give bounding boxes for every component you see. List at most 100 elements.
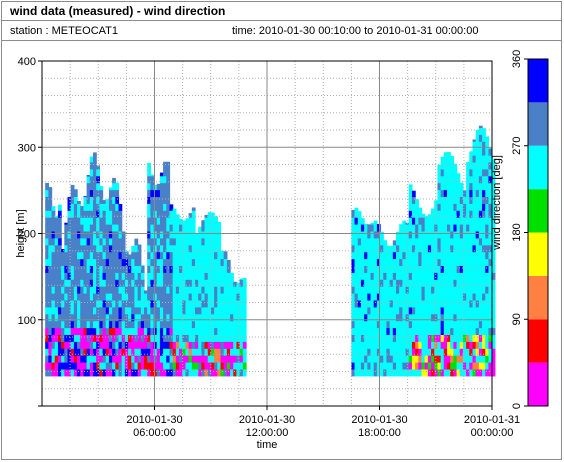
heatmap-cell <box>373 368 378 377</box>
heatmap-cell <box>485 265 490 273</box>
heatmap-cell <box>73 210 78 218</box>
heatmap-cell <box>482 175 486 184</box>
heatmap-cell <box>431 258 435 267</box>
heatmap-cell <box>440 182 445 191</box>
heatmap-cell <box>431 251 435 260</box>
heatmap-cell <box>242 348 247 356</box>
heatmap-cell <box>459 368 464 377</box>
heatmap-cell <box>121 341 126 349</box>
heatmap-cell <box>188 217 193 225</box>
heatmap-cell <box>188 224 193 232</box>
heatmap-cell <box>54 279 59 287</box>
heatmap-cell <box>118 224 123 232</box>
heatmap-cell <box>415 230 419 239</box>
heatmap-cell <box>144 290 148 294</box>
heatmap-cell <box>214 306 218 315</box>
heatmap-cell <box>163 224 167 232</box>
heatmap-cell <box>57 313 62 322</box>
heatmap-cell <box>396 293 400 301</box>
heatmap-cell <box>61 286 65 294</box>
heatmap-cell <box>153 320 158 329</box>
heatmap-cell <box>447 189 451 198</box>
heatmap-cell <box>357 230 362 239</box>
heatmap-cell <box>399 237 403 246</box>
heatmap-cell <box>462 341 467 349</box>
heatmap-cell <box>108 272 113 280</box>
heatmap-cell <box>491 286 496 294</box>
heatmap-cell <box>485 258 490 267</box>
heatmap-cell <box>373 224 378 232</box>
heatmap-cell <box>437 210 442 218</box>
heatmap-cell <box>217 327 222 336</box>
heatmap-cell <box>402 230 407 239</box>
heatmap-cell <box>380 320 384 329</box>
heatmap-cell <box>408 355 413 363</box>
heatmap-cell <box>376 306 381 315</box>
heatmap-cell <box>424 258 429 267</box>
heatmap-cell <box>472 286 477 294</box>
heatmap-cell <box>54 265 59 273</box>
heatmap-cell <box>118 320 123 329</box>
heatmap-cell <box>488 334 493 342</box>
heatmap-cell <box>443 327 448 336</box>
heatmap-cell <box>380 258 384 267</box>
heatmap-cell <box>185 327 190 336</box>
heatmap-cell <box>83 258 88 267</box>
heatmap-cell <box>242 277 247 280</box>
heatmap-cell <box>83 293 88 301</box>
heatmap-cell <box>48 258 53 267</box>
heatmap-cell <box>214 272 218 280</box>
heatmap-cell <box>405 244 410 253</box>
heatmap-cell <box>191 230 196 239</box>
heatmap-cell <box>364 341 368 349</box>
heatmap-cell <box>443 334 448 342</box>
heatmap-cell <box>105 293 110 301</box>
heatmap-cell <box>67 355 72 363</box>
heatmap-cell <box>86 362 91 370</box>
heatmap-cell <box>482 334 486 342</box>
heatmap-cell <box>437 272 442 280</box>
heatmap-cell <box>386 341 391 349</box>
heatmap-cell <box>163 210 167 218</box>
heatmap-cell <box>131 334 136 342</box>
heatmap-cell <box>48 217 53 225</box>
heatmap-cell <box>112 334 116 342</box>
heatmap-cell <box>488 182 493 191</box>
heatmap-cell <box>447 272 451 280</box>
heatmap-cell <box>415 306 419 315</box>
heatmap-cell <box>370 348 375 356</box>
heatmap-cell <box>99 355 104 363</box>
heatmap-cell <box>191 265 196 273</box>
heatmap-cell <box>380 244 384 253</box>
heatmap-cell <box>364 327 368 336</box>
heatmap-cell <box>198 251 202 260</box>
heatmap-cell <box>233 355 238 363</box>
heatmap-cell <box>201 286 206 294</box>
heatmap-cell <box>179 320 183 329</box>
heatmap-cell <box>396 368 400 377</box>
heatmap-cell <box>440 224 445 232</box>
heatmap-cell <box>475 182 480 191</box>
heatmap-cell <box>112 299 116 308</box>
heatmap-cell <box>134 306 139 315</box>
heatmap-cell <box>204 237 209 246</box>
heatmap-cell <box>153 286 158 294</box>
heatmap-cell <box>488 286 493 294</box>
heatmap-cell <box>469 251 474 260</box>
heatmap-cell <box>415 362 419 370</box>
heatmap-cell <box>447 210 451 218</box>
heatmap-cell <box>102 244 107 253</box>
heatmap-cell <box>163 286 167 294</box>
heatmap-cell <box>456 313 461 322</box>
heatmap-cell <box>70 196 75 204</box>
heatmap-cell <box>67 197 72 204</box>
heatmap-cell <box>408 286 413 294</box>
heatmap-cell <box>182 348 187 356</box>
heatmap-cell <box>491 348 496 356</box>
heatmap-cell <box>185 230 190 239</box>
heatmap-cell <box>447 203 451 211</box>
heatmap-cell <box>118 251 123 260</box>
heatmap-cell <box>415 244 419 253</box>
heatmap-cell <box>456 203 461 211</box>
heatmap-cell <box>488 217 493 225</box>
